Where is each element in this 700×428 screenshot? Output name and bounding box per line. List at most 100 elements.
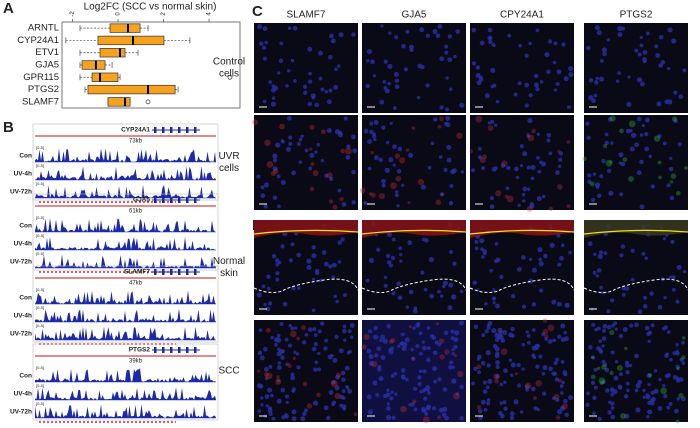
nucleus	[304, 408, 308, 413]
nucleus	[263, 56, 267, 61]
nucleus	[257, 409, 262, 413]
nucleus	[328, 264, 333, 269]
nucleus	[288, 258, 293, 263]
nucleus	[568, 66, 574, 72]
nucleus	[285, 400, 289, 405]
nucleus	[649, 291, 654, 296]
nucleus	[373, 137, 377, 142]
nucleus	[567, 105, 571, 109]
nucleus	[599, 76, 605, 82]
nucleus	[639, 43, 644, 48]
nucleus	[647, 382, 651, 387]
nucleus	[376, 247, 381, 252]
stain	[363, 334, 370, 340]
nucleus	[599, 250, 604, 255]
nucleus	[369, 129, 374, 135]
y-tick-label: SLAMF7	[22, 96, 59, 107]
nucleus	[646, 31, 650, 36]
surface-line	[583, 229, 689, 235]
nucleus	[291, 170, 296, 176]
stain	[340, 148, 345, 154]
exon	[154, 197, 157, 203]
row-label: skin	[220, 268, 238, 279]
nucleus	[500, 163, 506, 168]
nucleus	[276, 398, 282, 404]
track-range: [0-5]	[36, 181, 44, 186]
nucleus	[631, 132, 637, 138]
nucleus	[400, 332, 405, 337]
stain	[292, 356, 296, 360]
nucleus	[307, 327, 313, 332]
nucleus	[678, 94, 684, 100]
nucleus	[379, 99, 385, 105]
nucleus	[391, 237, 396, 242]
nucleus	[373, 334, 379, 340]
nucleus	[277, 204, 281, 209]
nucleus	[519, 144, 524, 149]
nucleus	[618, 372, 624, 377]
nucleus	[623, 394, 629, 399]
nucleus	[280, 180, 286, 185]
nucleus	[459, 289, 464, 294]
nucleus	[420, 270, 425, 275]
nucleus	[655, 52, 661, 58]
track-label: Con	[19, 373, 32, 380]
nucleus	[669, 195, 675, 201]
nucleus	[306, 265, 312, 271]
exon	[178, 347, 181, 353]
nucleus	[352, 148, 358, 154]
nucleus	[394, 78, 400, 84]
nucleus	[318, 50, 323, 56]
stain	[498, 330, 503, 334]
nucleus	[293, 350, 297, 354]
nucleus	[367, 329, 373, 334]
nucleus	[537, 247, 543, 253]
nucleus	[257, 24, 263, 30]
nucleus	[263, 346, 268, 352]
basement-line	[469, 278, 575, 294]
nucleus	[506, 165, 511, 171]
nucleus	[337, 64, 341, 68]
nucleus	[444, 107, 450, 112]
nucleus	[498, 410, 503, 416]
stain	[678, 393, 684, 399]
nucleus	[341, 389, 346, 394]
locus-frame	[32, 343, 219, 421]
stain	[273, 168, 279, 174]
nucleus	[559, 255, 564, 261]
nucleus	[521, 255, 526, 260]
stain	[544, 334, 549, 339]
nucleus	[453, 337, 459, 343]
nucleus	[625, 381, 630, 386]
nucleus	[635, 407, 641, 413]
track-range: [0-5]	[36, 251, 44, 256]
nucleus	[603, 251, 608, 255]
nucleus	[476, 357, 481, 361]
nucleus	[676, 264, 682, 270]
signal	[35, 326, 216, 340]
nucleus	[489, 204, 495, 209]
track-label: UV-4h	[14, 313, 32, 320]
nucleus	[332, 357, 338, 363]
nucleus	[446, 157, 452, 163]
nucleus	[326, 415, 331, 421]
nucleus	[439, 105, 444, 110]
stain	[557, 184, 563, 190]
nucleus	[532, 355, 537, 360]
nucleus	[459, 320, 465, 326]
nucleus	[675, 364, 680, 370]
nucleus	[480, 399, 486, 405]
micrograph	[584, 320, 688, 424]
exon	[162, 347, 165, 353]
nucleus	[495, 303, 500, 309]
nucleus	[297, 286, 301, 290]
stain	[553, 393, 560, 400]
nucleus	[624, 413, 630, 419]
stain	[435, 199, 442, 206]
nucleus	[588, 345, 593, 350]
nucleus	[326, 128, 332, 134]
nucleus	[560, 391, 564, 395]
nucleus	[568, 72, 574, 78]
nucleus	[331, 262, 337, 268]
nucleus	[637, 52, 642, 57]
